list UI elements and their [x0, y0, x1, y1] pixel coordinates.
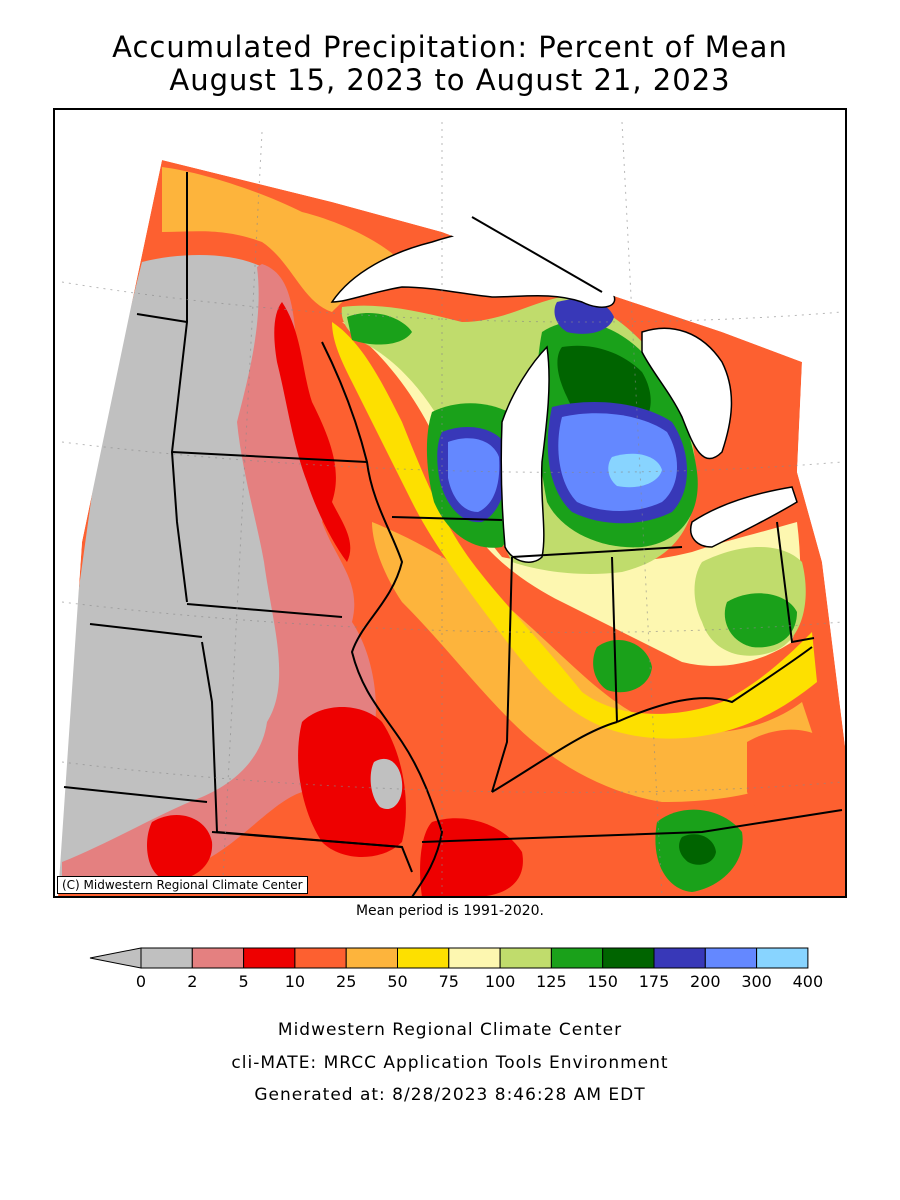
region-gray-island: [370, 758, 403, 810]
region-red-4: [420, 818, 523, 896]
legend-tick-2: 2: [187, 972, 197, 991]
great-lakes: [330, 229, 798, 563]
lake-erie: [690, 486, 798, 548]
legend-tick-125: 125: [536, 972, 567, 991]
region-green-oh: [724, 593, 797, 648]
region-red-2: [298, 707, 406, 857]
border-wi-il: [391, 516, 503, 521]
region-red-3: [147, 814, 213, 881]
border-ky-tn: [421, 809, 843, 843]
border-mo-ar: [211, 831, 413, 873]
legend-tick-300: 300: [741, 972, 772, 991]
footer-generated: Generated at: 8/28/2023 8:46:28 AM EDT: [254, 1085, 646, 1105]
border-ohio-river: [491, 721, 618, 793]
legend-tick-200: 200: [690, 972, 721, 991]
legend-swatch-175-200: [653, 947, 706, 969]
border-in-oh: [611, 556, 618, 723]
outside-west: [55, 152, 162, 896]
border-nd-sd: [136, 313, 188, 323]
legend-tick-75: 75: [439, 972, 459, 991]
legend-tick-5: 5: [239, 972, 249, 991]
legend-swatch-100-125: [499, 947, 552, 969]
region-orange-se: [747, 729, 839, 833]
footer-org: Midwestern Regional Climate Center: [277, 1020, 623, 1040]
footer-tool: cli-MATE: MRCC Application Tools Environ…: [231, 1053, 669, 1073]
map-title: Accumulated Precipitation: Percent of Me…: [112, 30, 788, 64]
border-mi-wi-up: [471, 216, 603, 293]
region-yellow: [332, 322, 817, 739]
outside-north: [55, 110, 845, 362]
legend-tick-10: 10: [285, 972, 305, 991]
border-mn-ia: [186, 603, 343, 618]
region-cream: [342, 322, 801, 666]
mean-period-note: Mean period is 1991-2020.: [355, 903, 545, 919]
region-darkgreen-ky: [679, 834, 716, 865]
region-green-in: [593, 639, 652, 693]
legend-swatch-0-2: [140, 947, 193, 969]
legend-tick-175: 175: [639, 972, 670, 991]
legend-swatch-75-100: [448, 947, 501, 969]
border-il-in: [491, 556, 513, 793]
region-medblue-wi: [448, 438, 500, 512]
region-orange-nw: [162, 167, 402, 312]
state-boundaries: [63, 172, 843, 896]
legend-swatch-10-25: [294, 947, 347, 969]
region-lightblue-mi: [608, 453, 662, 488]
legend-swatch-200-300: [704, 947, 758, 969]
border-sd-ne: [171, 451, 368, 463]
legend-swatch-50-75: [397, 947, 450, 969]
legend-tick-400: 400: [793, 972, 824, 991]
legend-swatch-125-150: [550, 947, 604, 969]
legend-swatch-150-175: [602, 947, 655, 969]
lake-huron: [641, 327, 733, 460]
legend-tick-0: 0: [136, 972, 146, 991]
legend-tick-50: 50: [387, 972, 407, 991]
legend-tick-150: 150: [587, 972, 618, 991]
border-ne-ks: [89, 623, 203, 638]
region-green-wi: [347, 312, 412, 345]
legend-swatch-25-50: [345, 947, 399, 969]
region-red-1: [274, 302, 351, 562]
border-mississippi: [321, 341, 444, 896]
legend-tick-25: 25: [336, 972, 356, 991]
border-oh-ky: [616, 646, 813, 723]
border-ks-ok: [63, 786, 208, 803]
legend-below-arrow: [89, 947, 142, 969]
border-oh-pa: [776, 521, 815, 644]
canada-area: [55, 110, 845, 896]
map-date-range: August 15, 2023 to August 21, 2023: [169, 63, 731, 97]
precipitation-map: (C) Midwestern Regional Climate Center: [53, 108, 847, 898]
legend-swatch-2-5: [191, 947, 245, 969]
copyright-label: (C) Midwestern Regional Climate Center: [57, 876, 308, 894]
outside-east: [797, 352, 845, 746]
lake-michigan: [500, 345, 550, 563]
legend-swatch-300-400: [756, 947, 809, 969]
legend-tick-100: 100: [485, 972, 516, 991]
legend-swatch-5-10: [243, 947, 296, 969]
region-gray-west: [58, 255, 288, 882]
border-mi-in-oh: [511, 546, 683, 558]
color-legend: 0 2 5 10 25 50 75 100 125 150 175 200 300 400: [89, 947, 824, 991]
county-grid: [61, 121, 843, 896]
